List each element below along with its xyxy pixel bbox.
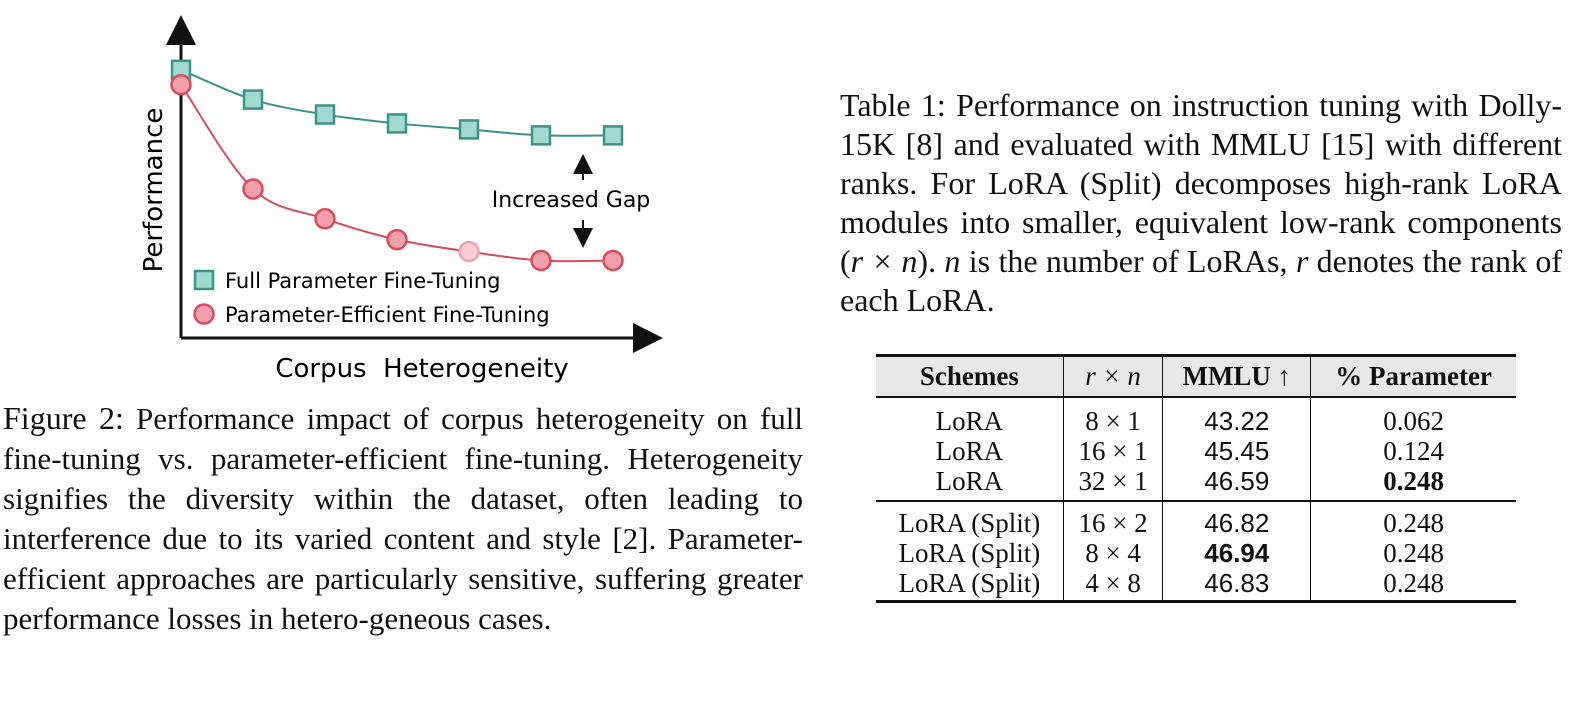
peft-point — [458, 240, 480, 263]
full-ft-point — [458, 119, 480, 140]
cell-mmlu: 45.45 — [1162, 436, 1311, 466]
x-axis-label: Corpus Heterogeneity — [275, 354, 568, 384]
peft-point — [170, 73, 192, 96]
legend-label-peft: Parameter-Efficient Fine-Tuning — [225, 303, 550, 327]
gap-annotation: Increased Gap — [492, 188, 651, 213]
table-header-row: Schemes r × n MMLU ↑ % Parameter — [876, 354, 1516, 398]
table-row: LoRA (Split) 8 × 4 46.94 0.248 — [876, 538, 1516, 568]
full-ft-point — [530, 125, 552, 146]
peft-point — [242, 178, 264, 200]
peft-point — [602, 249, 624, 272]
cell-rank: 16 × 1 — [1062, 436, 1163, 466]
table-row: LoRA (Split) 4 × 8 46.83 0.248 — [876, 568, 1516, 603]
legend-label-full: Full Parameter Fine-Tuning — [225, 269, 501, 293]
cell-scheme: LoRA (Split) — [898, 508, 1041, 538]
table-caption: Table 1: Performance on instruction tuni… — [840, 86, 1562, 320]
legend-circle-marker — [193, 303, 215, 325]
legend-square-marker — [193, 269, 215, 291]
table-caption-text-4: denotes the rank of each LoRA. — [840, 243, 1563, 318]
cell-scheme: LoRA (Split) — [898, 538, 1041, 568]
cell-rank: 4 × 8 — [1062, 568, 1163, 603]
table-caption-math-r: r — [1295, 243, 1309, 279]
cell-parameter: 0.248 — [1310, 501, 1516, 538]
cell-rank: 16 × 2 — [1062, 501, 1163, 538]
table-caption-math-n: n — [944, 243, 961, 279]
cell-parameter: 0.062 — [1310, 397, 1516, 436]
table-caption-text-3: is the number of LoRAs, — [960, 243, 1296, 279]
full-ft-point — [386, 113, 408, 134]
full-ft-point — [602, 125, 624, 146]
figure-caption: Figure 2: Performance impact of corpus h… — [3, 398, 803, 639]
table-row: LoRA 8 × 1 43.22 0.062 — [876, 397, 1516, 436]
full-ft-point — [242, 89, 264, 110]
cell-parameter: 0.124 — [1310, 436, 1516, 466]
table-caption-text-2: ). — [917, 243, 945, 279]
figure-label: Figure 2: — [3, 400, 124, 436]
cell-rank: 8 × 4 — [1062, 538, 1163, 568]
table-row: LoRA (Split) 16 × 2 46.82 0.248 — [876, 501, 1516, 538]
cell-rank: 32 × 1 — [1062, 466, 1163, 502]
cell-scheme: LoRA (Split) — [876, 568, 1064, 603]
header-schemes: Schemes — [876, 354, 1064, 398]
cell-mmlu: 43.22 — [1162, 397, 1311, 436]
figure-caption-text: Performance impact of corpus heterogenei… — [3, 401, 803, 636]
header-mmlu: MMLU ↑ — [1162, 354, 1311, 398]
cell-parameter: 0.248 — [1310, 568, 1516, 603]
legend: Full Parameter Fine-Tuning Parameter-Eff… — [193, 269, 550, 327]
cell-parameter: 0.248 — [1310, 466, 1516, 502]
table-row: LoRA 16 × 1 45.45 0.124 — [876, 436, 1516, 466]
cell-mmlu: 46.94 — [1162, 538, 1311, 568]
y-axis-label: Performance — [139, 108, 169, 273]
peft-point — [314, 208, 336, 230]
cell-scheme: LoRA — [876, 466, 1064, 502]
cell-mmlu: 46.59 — [1162, 466, 1311, 502]
cell-scheme: LoRA — [935, 436, 1004, 466]
cell-mmlu: 46.82 — [1162, 501, 1311, 538]
results-table-wrapper: Schemes r × n MMLU ↑ % Parameter LoRA 8 … — [876, 354, 1516, 603]
results-table: Schemes r × n MMLU ↑ % Parameter LoRA 8 … — [876, 354, 1516, 603]
peft-point — [530, 249, 552, 272]
header-rank: r × n — [1062, 354, 1163, 398]
cell-rank: 8 × 1 — [1062, 397, 1163, 436]
table-row: LoRA 32 × 1 46.59 0.248 — [876, 466, 1516, 502]
table-caption-math-rn: r × n — [850, 243, 918, 279]
full-ft-point — [314, 104, 336, 125]
table-caption-text-1: Performance on instruction tuning with D… — [840, 87, 1563, 279]
header-parameter: % Parameter — [1310, 354, 1516, 398]
heterogeneity-chart: Performance Corpus Heterogeneity Increas… — [139, 15, 663, 384]
cell-mmlu: 46.83 — [1162, 568, 1311, 603]
table-label: Table 1: — [840, 87, 946, 123]
peft-point — [386, 228, 408, 251]
cell-scheme: LoRA — [935, 406, 1004, 436]
cell-parameter: 0.248 — [1310, 538, 1516, 568]
